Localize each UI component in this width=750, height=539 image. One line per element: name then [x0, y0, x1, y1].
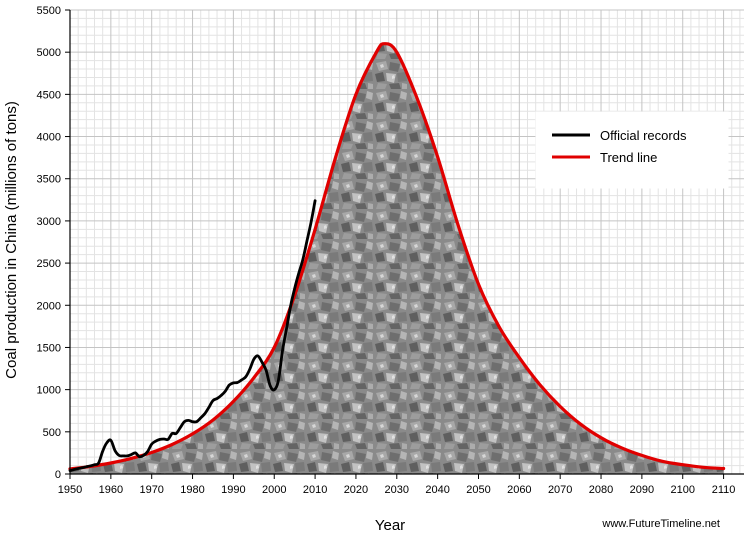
legend-label-trend-line: Trend line	[600, 150, 657, 165]
trend-area-fill	[70, 43, 724, 474]
x-tick-label: 2010	[303, 484, 327, 496]
y-tick-label: 2500	[37, 258, 61, 270]
x-tick-label: 2100	[670, 484, 694, 496]
tick-labels: 1950 1960 1970 1980 1990 2000 2010 2020 2030 2040…	[37, 5, 736, 496]
x-tick-label: 2110	[712, 484, 736, 496]
source-label: www.FutureTimeline.net	[601, 518, 720, 530]
series-line-trend-line	[68, 42, 726, 471]
y-axis-title: Coal production in China (millions of to…	[3, 101, 20, 379]
legend-label-official-records: Official records	[600, 128, 687, 143]
y-tick-label: 3000	[37, 216, 61, 228]
axes	[65, 9, 744, 479]
x-tick-label: 1980	[180, 484, 204, 496]
y-tick-label: 4500	[37, 89, 61, 101]
x-tick-label: 2000	[262, 484, 286, 496]
x-tick-label: 2060	[507, 484, 531, 496]
y-tick-label: 2000	[37, 300, 61, 312]
x-tick-label: 2090	[630, 484, 654, 496]
legend: Official records Trend line	[535, 111, 729, 189]
x-tick-label: 1990	[221, 484, 245, 496]
y-tick-label: 5000	[37, 47, 61, 59]
series-lines	[68, 42, 726, 472]
coal-texture-area	[70, 43, 724, 474]
x-tick-label: 2070	[548, 484, 572, 496]
series-line-official-records	[68, 199, 317, 472]
x-tick-label: 2080	[589, 484, 613, 496]
x-tick-label: 2040	[425, 484, 449, 496]
y-tick-label: 3500	[37, 174, 61, 186]
x-axis-title: Year	[375, 517, 405, 534]
x-tick-label: 1970	[139, 484, 163, 496]
y-tick-label: 5500	[37, 5, 61, 17]
x-tick-label: 2020	[344, 484, 368, 496]
y-tick-label: 1500	[37, 342, 61, 354]
legend-box	[535, 111, 729, 189]
y-tick-label: 4000	[37, 132, 61, 144]
x-tick-label: 2030	[385, 484, 409, 496]
x-tick-label: 2050	[466, 484, 490, 496]
x-tick-label: 1950	[58, 484, 82, 496]
x-tick-label: 1960	[99, 484, 123, 496]
y-tick-label: 0	[55, 469, 61, 481]
y-tick-label: 500	[43, 427, 61, 439]
y-tick-label: 1000	[37, 385, 61, 397]
